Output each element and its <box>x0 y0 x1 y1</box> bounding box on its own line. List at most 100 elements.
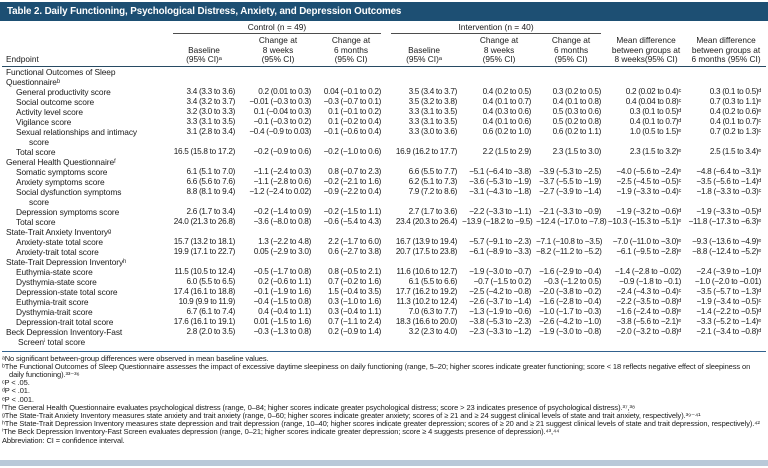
table-row: Depression-trait total score 17.6 (16.1 t… <box>2 317 766 327</box>
value-cell: −2.4 (−4.3 to −0.4)ᶜ <box>616 287 682 297</box>
value-cell: 3.5 (3.2 to 3.8) <box>408 97 458 107</box>
value-cell: −0.9 (−1.8 to −0.1) <box>619 277 682 287</box>
section-row: General Health Questionnaireᶠ <box>2 157 766 167</box>
endpoint-label: Somatic symptoms score <box>16 167 108 178</box>
endpoint-label: Sexual relationships and intimacy score <box>16 127 137 148</box>
value-cell: 2.5 (1.5 to 3.4)ᵉ <box>709 147 762 157</box>
endpoint-label: Social dysfunction symptoms score <box>16 187 122 208</box>
column-header-mean-diff-6mo: Mean difference between groups at 6 mont… <box>686 34 767 68</box>
footnote: ᶠThe General Health Questionnaire evalua… <box>2 402 635 412</box>
value-cell: 0.4 (0.04 to 0.8)ᶜ <box>625 97 682 107</box>
value-cell: 3.3 (3.1 to 3.5) <box>408 117 458 127</box>
table-row: Total score 24.0 (21.3 to 26.8) −3.6 (−8.0… <box>2 217 766 227</box>
value-cell: −7.0 (−11.0 to −3.0)ᵉ <box>612 237 682 247</box>
value-cell: −11.8 (−17.3 to −6.3)ᵉ <box>688 217 762 227</box>
table-row: Anxiety-state total score 15.7 (13.2 to 1… <box>2 237 766 247</box>
footnotes-block: ᵃNo significant between-group difference… <box>2 351 766 445</box>
value-cell: −9.3 (−13.6 to −4.9)ᵉ <box>692 237 762 247</box>
value-cell: 10.9 (9.9 to 11.9) <box>178 297 236 307</box>
bottom-accent-bar <box>0 460 768 466</box>
value-cell: 0.4 (0.1 to 0.7)ᶜ <box>709 117 762 127</box>
value-cell: −13.9 (−18.2 to −9.5) <box>462 217 533 227</box>
table-row: Beck Depression Inventory-Fast Screenⁱ t… <box>2 327 766 347</box>
table-row: Anxiety-trait total score 19.9 (17.1 to 2… <box>2 247 766 257</box>
value-cell: −2.0 (−3.2 to −0.8)ᵈ <box>616 327 682 337</box>
value-cell: −2.6 (−4.2 to −1.0) <box>539 317 602 327</box>
value-cell: 1.5 (−0.4 to 3.5) <box>328 287 382 297</box>
endpoint-label: Total score <box>16 147 56 158</box>
value-cell: 0.4 (0.2 to 0.6)ᵉ <box>709 107 762 117</box>
endpoint-label: Euthymia-state score <box>16 267 93 278</box>
table-row: Somatic symptoms score 6.1 (5.1 to 7.0) −1… <box>2 167 766 177</box>
value-cell: 24.0 (21.3 to 26.8) <box>173 217 236 227</box>
table-title-bar: Table 2. Daily Functioning, Psychologica… <box>0 2 768 21</box>
value-cell: −1.6 (−2.9 to −0.4) <box>539 267 602 277</box>
value-cell: 0.4 (0.2 to 0.5) <box>482 87 532 97</box>
value-cell: −5.1 (−6.4 to −3.8) <box>469 167 532 177</box>
table-row: Activity level score 3.2 (3.0 to 3.3) 0.1 … <box>2 107 766 117</box>
value-cell: −3.5 (−5.6 to −1.4)ᵈ <box>696 177 762 187</box>
endpoint-label: Euthymia-trait score <box>16 297 89 308</box>
value-cell: 3.4 (3.3 to 3.6) <box>186 87 236 97</box>
section-header: General Health Questionnaireᶠ <box>6 157 116 168</box>
value-cell: −2.5 (−4.2 to −0.8) <box>469 287 532 297</box>
value-cell: 0.5 (0.3 to 0.6) <box>552 107 602 117</box>
value-cell: 20.7 (17.5 to 23.8) <box>395 247 458 257</box>
value-cell: −2.2 (−3.3 to −1.1) <box>469 207 532 217</box>
value-cell: −3.1 (−4.3 to −1.8) <box>469 187 532 197</box>
endpoint-label: Depression-trait total score <box>16 317 114 328</box>
value-cell: −2.4 (−3.9 to −1.0)ᵈ <box>696 267 762 277</box>
value-cell: −5.7 (−9.1 to −2.3) <box>469 237 532 247</box>
value-cell: −1.2 (−2.4 to 0.02) <box>249 187 311 197</box>
value-cell: 0.7 (−1.1 to 2.4) <box>328 317 382 327</box>
value-cell: 3.3 (3.1 to 3.5) <box>186 117 236 127</box>
outcomes-table: Control (n = 49) Intervention (n = 40) E… <box>2 22 767 347</box>
value-cell: −1.0 (−1.7 to −0.3) <box>539 307 602 317</box>
value-cell: 0.6 (0.2 to 1.1) <box>552 127 602 137</box>
table-row: Depression symptoms score 2.6 (1.7 to 3.4… <box>2 207 766 217</box>
value-cell: 6.6 (5.6 to 7.6) <box>186 177 236 187</box>
value-cell: 11.6 (10.6 to 12.7) <box>396 267 458 277</box>
value-cell: 0.04 (−0.1 to 0.2) <box>323 87 382 97</box>
endpoint-label: Anxiety-trait total score <box>16 247 99 258</box>
value-cell: 2.2 (−1.7 to 6.0) <box>328 237 382 247</box>
value-cell: 0.1 (−0.1 to 0.2) <box>328 107 382 117</box>
value-cell: −0.3 (−1.2 to 0.5) <box>543 277 602 287</box>
value-cell: −1.9 (−3.3 to −0.5)ᵈ <box>696 207 762 217</box>
column-header-control-change-8wk: Change at 8 weeks (95% CI) <box>240 34 316 68</box>
section-header: Functional Outcomes of Sleep Questionnai… <box>6 67 116 88</box>
column-header-control-change-6mo: Change at 6 months (95% CI) <box>316 34 387 68</box>
value-cell: 3.4 (3.2 to 3.7) <box>186 97 236 107</box>
value-cell: 17.7 (16.2 to 19.2) <box>395 287 458 297</box>
value-cell: 0.3 (0.1 to 0.5)ᵈ <box>629 107 682 117</box>
value-cell: −1.3 (−1.9 to −0.6) <box>469 307 532 317</box>
footnote: Abbreviation: CI = confidence interval. <box>2 435 125 445</box>
column-header-endpoint: Endpoint <box>2 34 168 68</box>
value-cell: 11.3 (10.2 to 12.4) <box>396 297 458 307</box>
endpoint-label: Dysthymia-state score <box>16 277 97 288</box>
column-header-intervention-change-8wk: Change at 8 weeks (95% CI) <box>462 34 537 68</box>
table-row: Euthymia-trait score 10.9 (9.9 to 11.9) −0… <box>2 297 766 307</box>
value-cell: −2.6 (−3.7 to −1.4) <box>469 297 532 307</box>
footnote: ʰThe State-Trait Depression Inventory me… <box>2 419 760 429</box>
value-cell: −2.1 (−3.4 to −0.8)ᵈ <box>696 327 762 337</box>
endpoint-label: Dysthymia-trait score <box>16 307 93 318</box>
section-row: State-Trait Depression Inventoryʰ <box>2 257 766 267</box>
value-cell: −7.1 (−10.8 to −3.5) <box>536 237 603 247</box>
group-spacer <box>686 23 766 34</box>
table-row: General productivity score 3.4 (3.3 to 3.… <box>2 87 766 97</box>
table-body: Functional Outcomes of Sleep Questionnai… <box>2 67 766 347</box>
value-cell: 2.6 (1.7 to 3.4) <box>186 207 236 217</box>
column-header-mean-diff-8wk: Mean difference between groups at 8 week… <box>606 34 687 68</box>
control-group-label: Control (n = 49) <box>173 22 382 35</box>
value-cell: 0.6 (0.2 to 1.0) <box>482 127 532 137</box>
table-row: Sexual relationships and intimacy score 3… <box>2 127 766 147</box>
value-cell: 0.7 (−0.2 to 1.6) <box>328 277 382 287</box>
value-cell: 0.6 (−2.7 to 3.8) <box>328 247 382 257</box>
endpoint-label: General productivity score <box>16 87 111 98</box>
value-cell: 2.3 (1.5 to 3.2)ᵉ <box>629 147 682 157</box>
table-row: Dysthymia-state score 6.0 (5.5 to 6.5) 0.2… <box>2 277 766 287</box>
value-cell: −1.1 (−2.8 to 0.6) <box>253 177 312 187</box>
value-cell: 2.8 (2.0 to 3.5) <box>186 327 236 337</box>
